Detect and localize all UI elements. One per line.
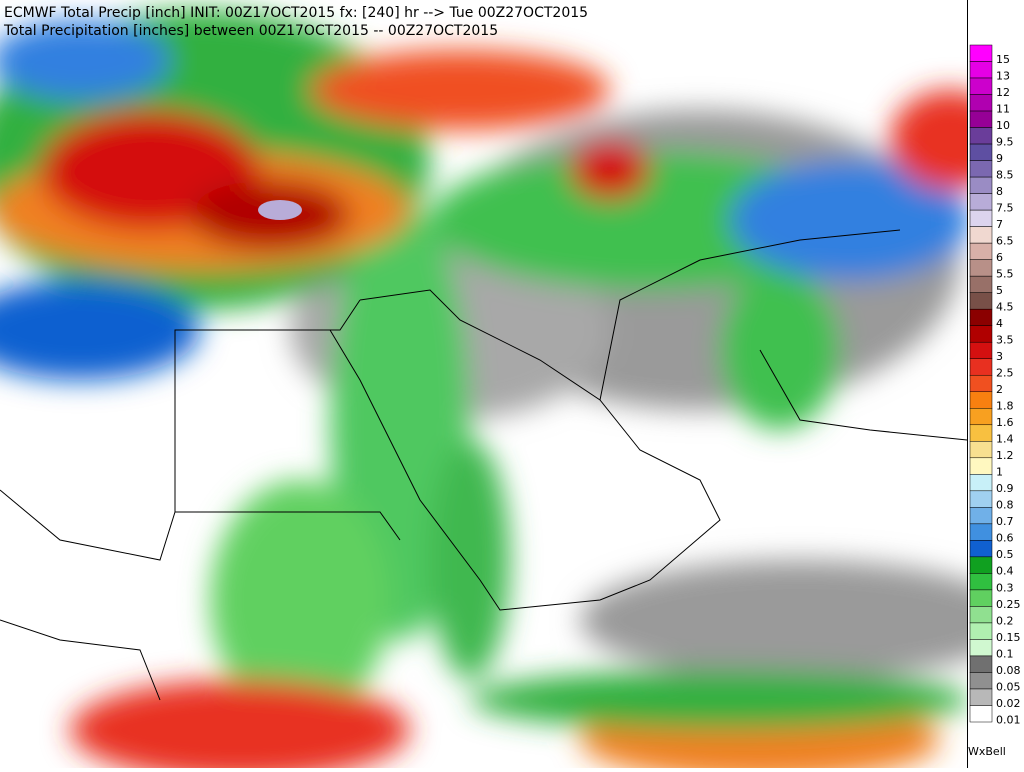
legend-label: 2 <box>996 383 1003 396</box>
legend-swatch <box>969 606 993 624</box>
legend-label: 11 <box>996 102 1010 115</box>
legend-label: 7.5 <box>996 201 1014 214</box>
legend-label: 8.5 <box>996 168 1014 181</box>
legend-label: 9 <box>996 152 1003 165</box>
legend-swatch <box>969 589 993 607</box>
legend-label: 0.9 <box>996 482 1014 495</box>
colorbar: 15131211109.598.587.576.565.554.543.532.… <box>968 44 1021 758</box>
borders <box>0 229 967 701</box>
legend-label: 1.6 <box>996 416 1014 429</box>
legend-label: 0.6 <box>996 532 1014 545</box>
legend-swatch <box>969 308 993 326</box>
legend-label: 15 <box>996 53 1010 66</box>
legend-label: 0.15 <box>996 631 1021 644</box>
legend-label: 0.5 <box>996 548 1014 561</box>
legend-swatch <box>969 474 993 492</box>
legend-swatch <box>969 77 993 95</box>
legend-swatch <box>969 292 993 310</box>
legend-label: 6.5 <box>996 234 1014 247</box>
legend-swatch <box>969 374 993 393</box>
legend-label: 4.5 <box>996 301 1014 314</box>
legend-label: 0.02 <box>996 697 1021 710</box>
legend-swatch <box>969 655 993 673</box>
legend-swatch <box>969 507 993 525</box>
legend-swatch <box>969 193 993 211</box>
legend-label: 0.1 <box>996 647 1014 660</box>
legend-swatch <box>969 457 993 475</box>
legend-swatch <box>969 325 993 343</box>
credit: WxBell <box>968 745 1006 758</box>
legend-swatch <box>969 226 993 244</box>
legend-swatch <box>969 490 993 508</box>
legend-swatch <box>969 622 993 640</box>
legend-label: 1.2 <box>996 449 1014 462</box>
legend-swatch <box>969 688 993 706</box>
legend-label: 9.5 <box>996 135 1014 148</box>
legend-swatch <box>969 441 993 459</box>
legend-label: 0.08 <box>996 664 1021 677</box>
legend-swatch <box>969 275 993 293</box>
legend-label: 5.5 <box>996 268 1014 281</box>
legend-label: 1.8 <box>996 400 1014 413</box>
legend-label: 6 <box>996 251 1003 264</box>
legend-swatch <box>969 110 993 128</box>
legend-swatch <box>969 242 993 260</box>
legend-swatch <box>969 209 993 227</box>
legend-label: 3 <box>996 350 1003 363</box>
legend-label: 3.5 <box>996 334 1014 347</box>
legend-swatch <box>969 358 993 376</box>
legend-swatch <box>969 61 993 79</box>
legend-swatch <box>969 573 993 591</box>
legend-label: 0.3 <box>996 581 1014 594</box>
legend-swatch <box>969 259 993 277</box>
legend-label: 8 <box>996 185 1003 198</box>
legend-label: 1.4 <box>996 433 1014 446</box>
legend-label: 12 <box>996 86 1010 99</box>
legend-label: 0.8 <box>996 499 1014 512</box>
legend-label: 2.5 <box>996 367 1014 380</box>
legend-label: 0.25 <box>996 598 1021 611</box>
legend-swatch <box>969 143 993 161</box>
legend-label: 10 <box>996 119 1010 132</box>
legend-label: 1 <box>996 466 1003 479</box>
legend-swatch <box>969 556 993 574</box>
legend-label: 0.7 <box>996 515 1014 528</box>
legend-swatch <box>969 176 993 194</box>
legend-swatch <box>969 341 993 359</box>
legend-swatch <box>969 523 993 541</box>
legend-label: 0.2 <box>996 614 1014 627</box>
legend-swatch <box>969 424 993 442</box>
legend-swatch <box>969 391 993 409</box>
legend-swatch <box>969 127 993 145</box>
legend-swatch <box>969 705 993 723</box>
legend-label: 0.01 <box>996 713 1021 726</box>
legend-swatch <box>969 540 993 558</box>
header-title: ECMWF Total Precip [inch] INIT: 00Z17OCT… <box>4 5 588 21</box>
legend-swatch <box>969 160 993 178</box>
header-subtitle: Total Precipitation [inches] between 00Z… <box>3 23 498 39</box>
legend-label: 5 <box>996 284 1003 297</box>
legend-swatch <box>969 639 993 657</box>
legend-label: 4 <box>996 317 1003 330</box>
legend-label: 0.4 <box>996 565 1014 578</box>
legend-swatch <box>969 408 993 426</box>
legend-swatch <box>969 44 993 62</box>
legend-swatch <box>969 672 993 690</box>
legend-label: 13 <box>996 69 1010 82</box>
precip-max <box>258 200 302 220</box>
legend-label: 0.05 <box>996 680 1021 693</box>
legend-swatch <box>969 94 993 112</box>
legend-label: 7 <box>996 218 1003 231</box>
